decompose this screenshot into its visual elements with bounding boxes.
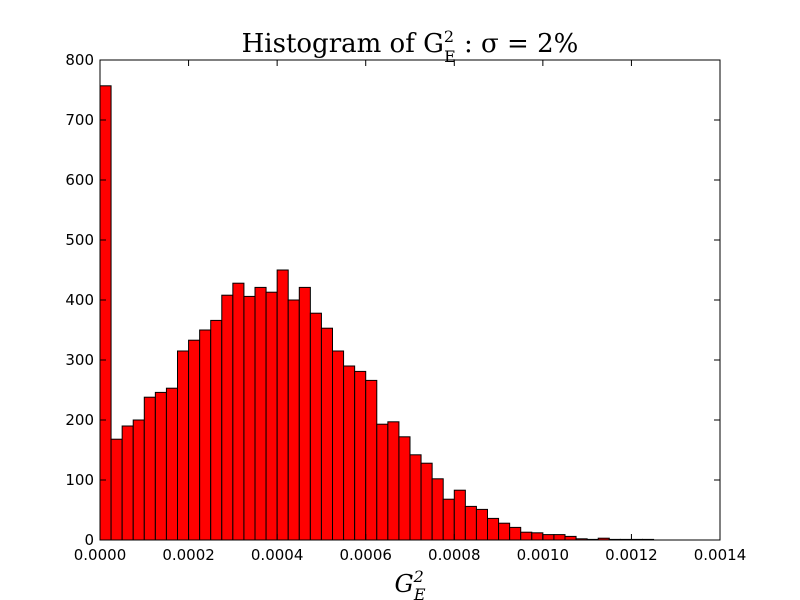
- histogram-bar: [232, 282, 245, 541]
- histogram-bar: [332, 350, 345, 541]
- histogram-bar: [398, 436, 411, 541]
- histogram-bar: [376, 423, 389, 541]
- histogram-bar: [243, 295, 256, 541]
- histogram-bar: [464, 505, 477, 541]
- histogram-bar: [365, 379, 378, 541]
- histogram-bar: [221, 294, 234, 541]
- histogram-bar: [487, 517, 500, 541]
- y-tick-label: 0: [84, 531, 94, 549]
- x-tick-label: 0.0000: [74, 546, 127, 564]
- x-tick-label: 0.0006: [339, 546, 392, 564]
- x-tick-label: 0.0008: [428, 546, 481, 564]
- histogram-bar: [542, 534, 555, 541]
- histogram-bar: [143, 396, 156, 541]
- histogram-bar: [298, 286, 311, 541]
- histogram-bar: [387, 421, 400, 541]
- y-tick-label: 500: [65, 231, 94, 249]
- histogram-bar: [564, 535, 577, 541]
- histogram-bar: [442, 498, 455, 541]
- y-tick-label: 800: [65, 51, 94, 69]
- x-axis-label: G2 E: [394, 567, 425, 600]
- x-tick-label: 0.0012: [605, 546, 658, 564]
- y-tick-label: 400: [65, 291, 94, 309]
- histogram-bar: [343, 365, 356, 541]
- axis-ticks: 0.0000 0.0002 0.0004 0.0006 0.0008 0.0010 0.00…: [65, 51, 746, 564]
- chart-title: Histogram of G2 E : σ = 2%: [242, 27, 579, 66]
- histogram-bar: [520, 531, 533, 541]
- histogram-bar: [132, 419, 145, 541]
- x-tick-label: 0.0002: [162, 546, 215, 564]
- histogram-bar: [287, 299, 300, 541]
- histogram-bar: [110, 438, 123, 541]
- histogram-bar: [475, 508, 488, 541]
- y-tick-label: 300: [65, 351, 94, 369]
- histogram-bar: [121, 425, 134, 541]
- histogram-bar: [509, 526, 522, 541]
- histogram-bars: [99, 85, 655, 541]
- x-tick-label: 0.0010: [517, 546, 570, 564]
- histogram-bar: [99, 85, 112, 541]
- histogram-bar: [531, 532, 544, 541]
- histogram-bar: [431, 478, 444, 541]
- histogram-bar: [188, 339, 201, 541]
- histogram-bar: [265, 291, 278, 541]
- y-tick-label: 200: [65, 411, 94, 429]
- histogram-bar: [309, 312, 322, 541]
- histogram-bar: [154, 391, 167, 541]
- histogram-bar: [498, 522, 511, 541]
- histogram-bar: [177, 350, 190, 541]
- x-tick-label: 0.0004: [251, 546, 304, 564]
- histogram-bar: [420, 462, 433, 541]
- histogram-bar: [354, 370, 367, 541]
- histogram-bar: [276, 269, 289, 541]
- histogram-bar: [409, 454, 422, 541]
- histogram-bar: [453, 489, 466, 541]
- histogram-bar: [320, 327, 333, 541]
- x-tick-label: 0.0014: [694, 546, 747, 564]
- histogram-bar: [553, 534, 566, 541]
- y-tick-label: 100: [65, 471, 94, 489]
- y-tick-label: 700: [65, 111, 94, 129]
- histogram-bar: [199, 329, 212, 541]
- histogram-bar: [165, 387, 179, 541]
- histogram-bar: [210, 319, 223, 541]
- y-tick-label: 600: [65, 171, 94, 189]
- histogram-bar: [254, 286, 267, 541]
